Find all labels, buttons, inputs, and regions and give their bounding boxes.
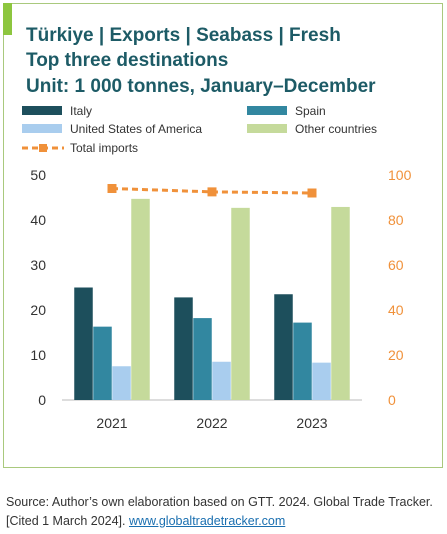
- total-imports-point-0: [107, 184, 117, 193]
- x-tick-2: 2023: [296, 415, 327, 431]
- y2-tick-2: 40: [388, 302, 404, 318]
- legend-swatch-3: [247, 124, 287, 133]
- y-tick-1: 10: [30, 347, 46, 363]
- y2-tick-1: 20: [388, 347, 404, 363]
- bar-1-2: [212, 361, 231, 400]
- y-tick-2: 20: [30, 302, 46, 318]
- chart-unit: Unit: 1 000 tonnes, January–December: [26, 76, 376, 97]
- bar-0-0: [74, 287, 93, 400]
- bar-1-0: [174, 297, 193, 400]
- source-text: Source: Author’s own elaboration based o…: [6, 495, 433, 528]
- x-tick-0: 2021: [96, 415, 127, 431]
- source-note: Source: Author’s own elaboration based o…: [6, 493, 436, 531]
- legend-label-1: Spain: [295, 104, 326, 118]
- bar-2-3: [331, 206, 350, 400]
- legend-label-0: Italy: [70, 104, 92, 118]
- y-tick-5: 50: [30, 167, 46, 183]
- y-tick-4: 40: [30, 212, 46, 228]
- chart-subtitle: Top three destinations: [26, 50, 229, 71]
- accent-bar: [3, 3, 12, 35]
- legend-label-2: United States of America: [70, 122, 202, 136]
- bar-2-2: [312, 362, 331, 400]
- source-link[interactable]: www.globaltradetracker.com: [128, 514, 286, 528]
- chart-svg: Italy Spain United States of America Other …: [22, 104, 412, 431]
- chart-title: Türkiye | Exports | Seabass | Fresh: [26, 25, 341, 46]
- legend-label-3: Other countries: [295, 122, 377, 136]
- x-tick-1: 2022: [196, 415, 227, 431]
- y-tick-0: 0: [38, 392, 46, 408]
- legend-marker-total: [39, 144, 47, 152]
- bar-0-3: [131, 198, 150, 400]
- bar-2-0: [274, 294, 293, 400]
- total-imports-point-2: [307, 188, 317, 198]
- legend-swatch-0: [22, 106, 62, 115]
- y2-tick-5: 100: [388, 167, 412, 183]
- bar-1-1: [193, 318, 212, 400]
- bar-1-3: [231, 207, 250, 400]
- legend-swatch-1: [247, 106, 287, 115]
- y2-tick-4: 80: [388, 212, 404, 228]
- legend-label-total: Total imports: [70, 141, 138, 155]
- total-imports-point-1: [207, 187, 217, 197]
- bar-0-1: [93, 326, 112, 400]
- bar-0-2: [112, 366, 131, 400]
- bar-2-1: [293, 322, 312, 400]
- y2-tick-0: 0: [388, 392, 396, 408]
- y-tick-3: 30: [30, 257, 46, 273]
- y2-tick-3: 60: [388, 257, 404, 273]
- legend-swatch-2: [22, 124, 62, 133]
